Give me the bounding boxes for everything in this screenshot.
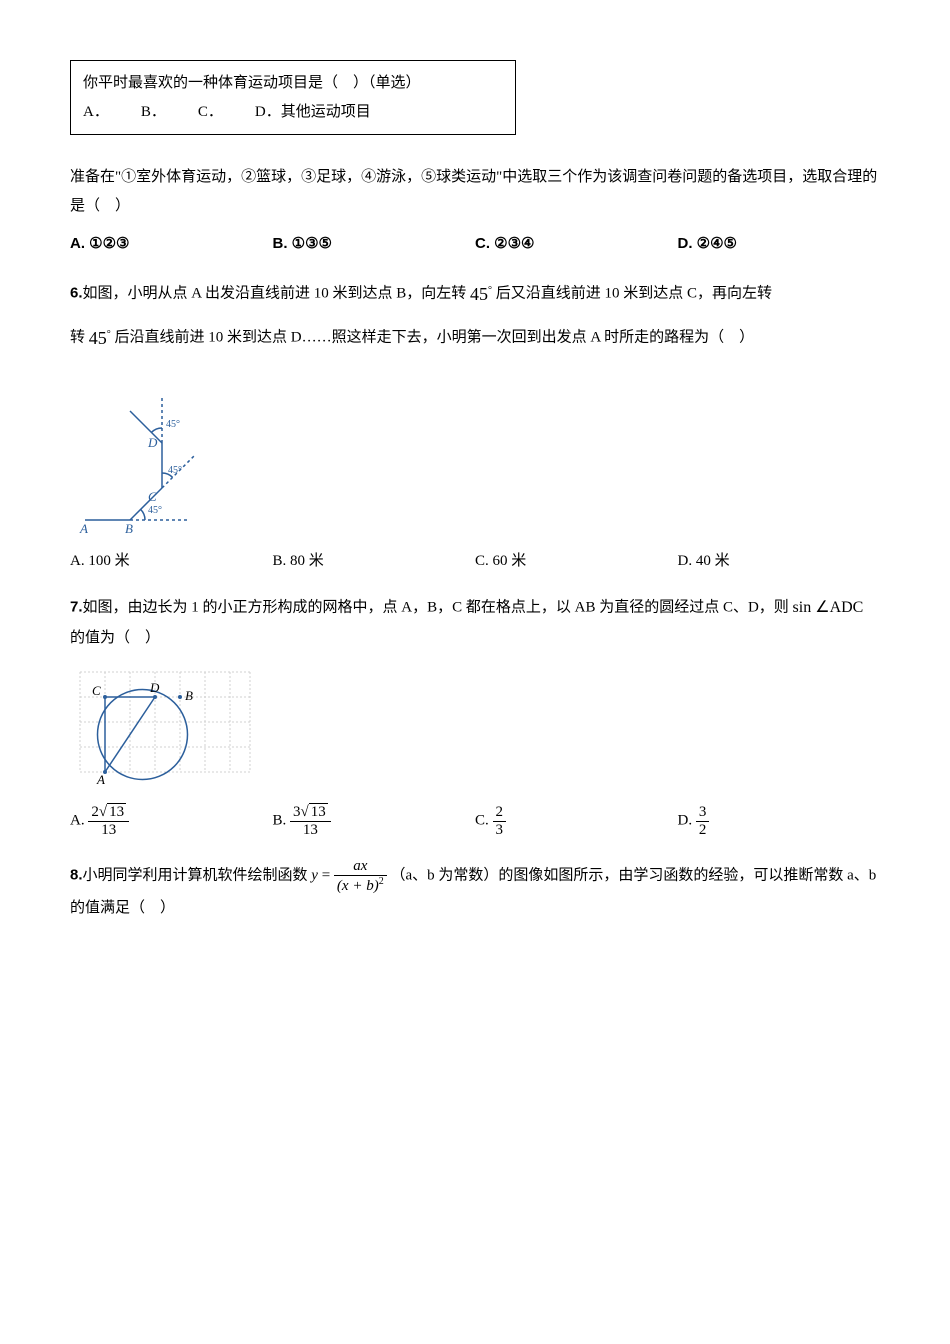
q7-label-C: C [92,683,101,698]
q5-options: A. ①②③ B. ①③⑤ C. ②③④ D. ②④⑤ [70,230,880,259]
q6-opt-b: B. 80 米 [273,547,476,576]
q7-diagram: A B C D [70,662,260,792]
q7-label-B: B [185,688,193,703]
q7-frac-d: 3 2 [696,804,710,838]
q7-frac-a: 213 13 [88,804,129,838]
q6-stem-b: 后又沿直线前进 10 米到达点 C，再向左转 [496,285,772,301]
q6-opt-c: C. 60 米 [475,547,678,576]
q8-stem-a: 小明同学利用计算机软件绘制函数 [83,868,308,884]
box-opt-c: C． [198,98,223,127]
q7-stem-a: 如图，由边长为 1 的小正方形构成的网格中，点 A，B，C 都在格点上，以 AB… [83,600,789,616]
q5-opt-b: B. ①③⑤ [273,230,476,259]
q6-stem-line1: 6.如图，小明从点 A 出发沿直线前进 10 米到达点 B，向左转 45° 后又… [70,277,880,311]
box-opt-a: A． [83,98,109,127]
q6-ang-1: 45° [148,505,162,516]
q7-opt-d: D. 3 2 [678,804,881,838]
q7-options: A. 213 13 B. 313 13 C. 2 3 D. 3 2 [70,804,880,838]
q7-opt-b: B. 313 13 [273,804,476,838]
q7-stem-b: 的值为（ ） [70,630,160,646]
q6-stem-a: 如图，小明从点 A 出发沿直线前进 10 米到达点 B，向左转 [83,285,467,301]
q5-opt-d: D. ②④⑤ [678,230,881,259]
box-opt-d: D．其他运动项目 [255,98,371,127]
box-opt-b: B． [141,98,166,127]
q7-opt-c: C. 2 3 [475,804,678,838]
q6-opt-a: A. 100 米 [70,547,273,576]
q5-opt-c: C. ②③④ [475,230,678,259]
q5-opt-a: A. ①②③ [70,230,273,259]
q7-frac-b: 313 13 [290,804,331,838]
q6-options: A. 100 米 B. 80 米 C. 60 米 D. 40 米 [70,547,880,576]
q8-formula: y = ax (x + b)2 [311,858,386,894]
q7-sin-expr: sin ∠ADC [793,593,864,623]
q6-ang-3: 45° [166,419,180,430]
q6-stem-c: 后沿直线前进 10 米到达点 D……照这样走下去，小明第一次回到出发点 A 时所… [115,329,755,345]
box-options: A． B． C． D．其他运动项目 [83,98,503,127]
q6-opt-d: D. 40 米 [678,547,881,576]
box-line1: 你平时最喜欢的一种体育运动项目是（ ）（单选） [83,69,503,98]
q6-ang-2: 45° [168,465,182,476]
q7-opt-a: A. 213 13 [70,804,273,838]
q8-stem: 8.小明同学利用计算机软件绘制函数 y = ax (x + b)2 （a、b 为… [70,858,880,923]
q6-label: 6. [70,284,83,301]
q7-label-A: A [96,772,105,787]
q7-stem: 7.如图，由边长为 1 的小正方形构成的网格中，点 A，B，C 都在格点上，以 … [70,593,880,652]
q6-diagram: A B C D 45° 45° 45° [70,365,220,535]
q7-frac-c: 2 3 [493,804,507,838]
q6-label-C: C [148,489,157,504]
q6-angle-1: 45° [470,277,492,311]
q6-label-A: A [79,521,88,535]
q7-label-D: D [149,680,160,695]
q8-label: 8. [70,867,83,884]
q6-angle-2: 45° [89,321,111,355]
q7-label: 7. [70,599,83,616]
q6-stem-line2: 转 45° 后沿直线前进 10 米到达点 D……照这样走下去，小明第一次回到出发… [70,321,880,355]
q6-label-B: B [125,521,133,535]
survey-box: 你平时最喜欢的一种体育运动项目是（ ）（单选） A． B． C． D．其他运动项… [70,60,516,135]
q6-label-D: D [147,435,158,450]
q5-stem: 准备在"①室外体育运动，②篮球，③足球，④游泳，⑤球类运动"中选取三个作为该调查… [70,163,880,220]
